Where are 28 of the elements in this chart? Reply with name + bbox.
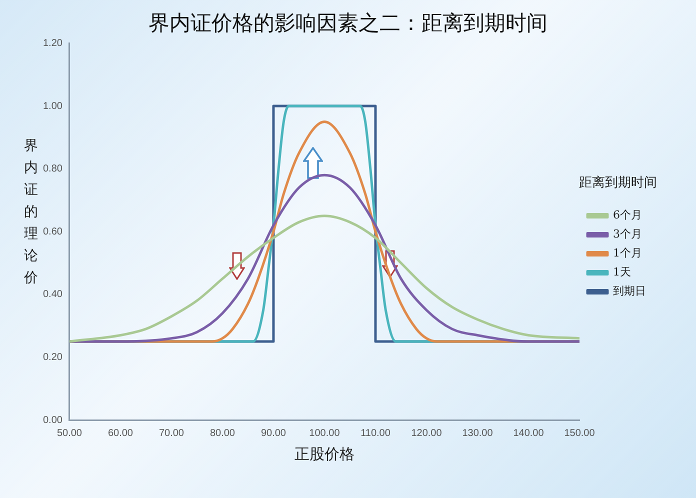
y-tick-label: 0.60: [42, 226, 63, 238]
y-tick-label: 1.20: [42, 38, 63, 49]
x-axis-title: 正股价格: [294, 444, 354, 463]
y-tick-label: 0.80: [42, 164, 63, 175]
x-tick-label: 90.00: [260, 428, 286, 439]
legend-label: 到期日: [613, 284, 646, 298]
chart-title: 界内证价格的影响因素之二：距离到期时间: [148, 11, 548, 36]
x-tick-label: 50.00: [56, 428, 82, 439]
x-tick-label: 60.00: [108, 428, 134, 439]
line-series: [69, 214, 580, 343]
legend-label: 1个月: [613, 246, 642, 260]
x-tick-label: 70.00: [158, 428, 184, 439]
legend-label: 3个月: [613, 228, 642, 241]
x-tick-label: 140.00: [513, 428, 544, 439]
legend-label: 1天: [613, 266, 631, 279]
line-series: [69, 174, 580, 343]
x-tick-label: 150.00: [564, 428, 596, 439]
y-tick-label: 1.00: [42, 100, 63, 112]
y-tick-label: 0.40: [42, 289, 63, 300]
y-tick-label: 0.20: [42, 352, 63, 363]
x-tick-label: 120.00: [411, 428, 442, 439]
x-tick-label: 110.00: [360, 428, 391, 439]
x-tick-label: 100.00: [309, 428, 340, 439]
y-axis-title: 界内证的理论价: [24, 137, 39, 288]
legend-label: 6个月: [613, 208, 642, 222]
y-tick-label: 0.00: [42, 414, 63, 426]
x-tick-label: 80.00: [210, 428, 236, 439]
x-tick-label: 130.00: [462, 428, 494, 439]
